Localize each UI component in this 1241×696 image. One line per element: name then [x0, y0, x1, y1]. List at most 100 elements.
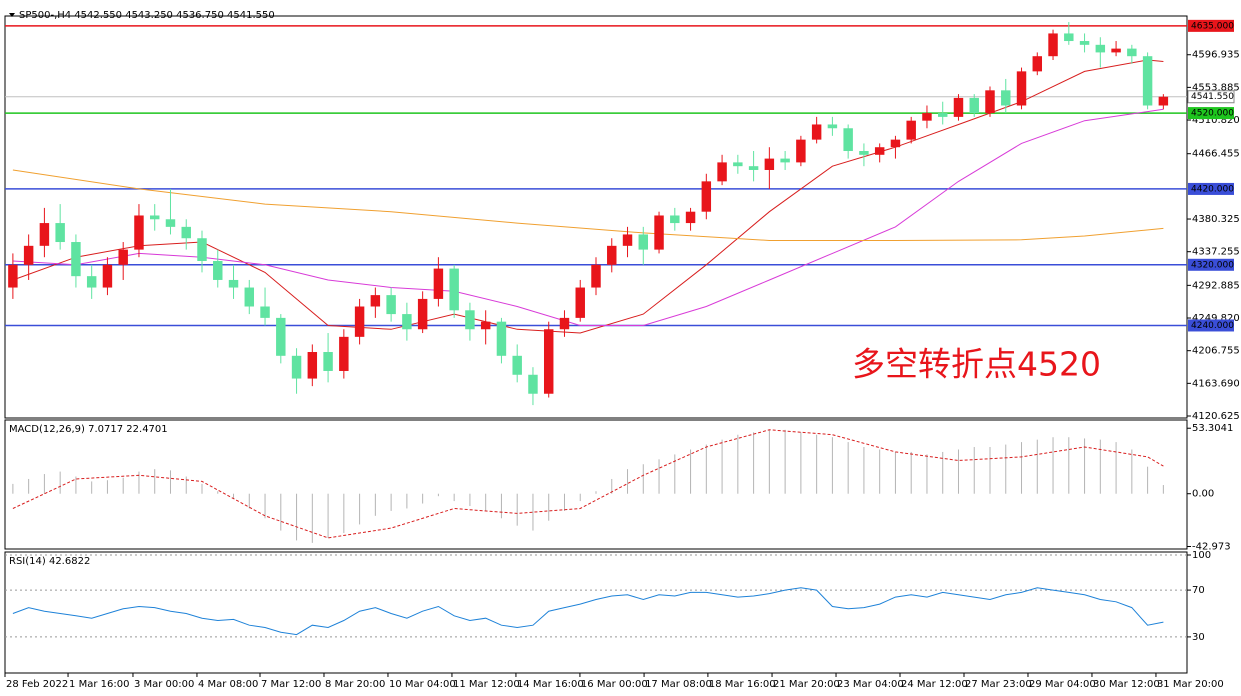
candle-body	[985, 90, 995, 114]
candle-body	[86, 276, 97, 288]
candle-body	[796, 139, 806, 163]
x-tick-label: 28 Feb 2022	[6, 679, 68, 690]
x-tick-label: 3 Mar 00:00	[134, 679, 194, 690]
level-label: 4635.000	[1191, 21, 1234, 31]
x-tick-label: 21 Mar 20:00	[773, 679, 840, 690]
y-tick-label: 4120.625	[1192, 411, 1240, 422]
y-tick-label: 100	[1192, 550, 1211, 561]
candle-body	[496, 321, 507, 356]
x-tick-label: 17 Mar 08:00	[645, 679, 712, 690]
candle-body	[339, 336, 349, 371]
y-tick-label: 4553.885	[1192, 82, 1240, 93]
x-tick-label: 4 Mar 08:00	[198, 679, 258, 690]
candle-body	[559, 317, 570, 330]
x-tick-label: 29 Mar 04:00	[1029, 679, 1096, 690]
level-tag	[1188, 319, 1234, 332]
chart-title: SP500-,H4 4542.550 4543.250 4536.750 454…	[19, 10, 275, 21]
candle-body	[622, 234, 633, 246]
candle-body	[307, 352, 318, 379]
candle-body	[701, 181, 712, 212]
candle-body	[386, 295, 396, 315]
candle-body	[118, 249, 128, 265]
candle-body	[811, 124, 822, 140]
x-tick-label: 18 Mar 16:00	[709, 679, 776, 690]
candle-body	[276, 317, 286, 356]
candle-body	[953, 97, 964, 117]
candle-body	[1016, 71, 1027, 106]
candle-body	[197, 238, 207, 261]
main-panel	[4, 15, 1188, 419]
x-tick-label: 1 Mar 16:00	[69, 679, 129, 690]
y-tick-label: 4466.455	[1192, 149, 1240, 160]
candle-body	[260, 306, 270, 318]
candle-body	[213, 260, 223, 280]
x-tick-label: 8 Mar 20:00	[325, 679, 385, 690]
level-tag	[1188, 182, 1234, 195]
candle-body	[843, 128, 853, 152]
candle-body	[607, 245, 617, 265]
candle-body	[1064, 33, 1074, 42]
y-tick-label: 0.00	[1192, 489, 1214, 500]
candle-body	[1032, 56, 1043, 72]
y-tick-label: 30	[1192, 632, 1205, 643]
candle-body	[291, 355, 302, 379]
macd-title: MACD(12,26,9) 7.0717 22.4701	[9, 424, 168, 435]
y-tick-label: 70	[1192, 585, 1205, 596]
rsi-title: RSI(14) 42.6822	[9, 556, 90, 567]
y-tick-label: 4510.820	[1192, 115, 1240, 126]
menu-arrow[interactable]	[9, 13, 15, 17]
candle-body	[512, 355, 522, 375]
candle-body	[1001, 90, 1011, 106]
candle-body	[937, 113, 948, 117]
x-tick-label: 24 Mar 12:00	[901, 679, 968, 690]
y-tick-label: 4163.690	[1192, 378, 1240, 389]
candle-body	[906, 120, 916, 140]
level-tag	[1188, 258, 1234, 271]
y-tick-label: 4292.885	[1192, 280, 1240, 291]
candle-body	[1111, 48, 1121, 53]
y-tick-label: -42.973	[1192, 542, 1231, 553]
moving-average	[12, 108, 1164, 326]
candle-body	[1048, 33, 1058, 57]
candle-body	[670, 215, 680, 224]
x-tick-label: 31 Mar 20:00	[1157, 679, 1224, 690]
x-tick-label: 27 Mar 23:00	[965, 679, 1032, 690]
candle-body	[134, 215, 144, 250]
candle-body	[717, 162, 727, 182]
y-tick-label: 4249.820	[1192, 313, 1240, 324]
candle-body	[465, 310, 475, 330]
candle-body	[575, 287, 585, 318]
signal-line	[12, 429, 1164, 539]
candle-body	[780, 158, 790, 163]
macd-panel	[4, 419, 1188, 550]
x-tick-label: 16 Mar 00:00	[581, 679, 648, 690]
candle-body	[638, 234, 649, 250]
rsi-panel	[4, 551, 1188, 674]
candle-body	[244, 287, 255, 307]
candle-body	[685, 211, 696, 224]
x-tick-label: 7 Mar 12:00	[261, 679, 321, 690]
candle-body	[1158, 96, 1169, 106]
candle-body	[55, 223, 65, 243]
level-label: 4320.000	[1191, 260, 1234, 270]
candle-body	[591, 264, 601, 288]
candle-body	[654, 215, 664, 250]
x-tick-label: 11 Mar 12:00	[453, 679, 520, 690]
candle-body	[543, 329, 554, 394]
candle-body	[323, 352, 333, 371]
y-tick-label: 4206.755	[1192, 346, 1240, 357]
y-tick-label: 4337.255	[1192, 247, 1240, 258]
candle-body	[23, 245, 34, 265]
candle-body	[181, 226, 191, 239]
candle-body	[890, 139, 901, 148]
candle-body	[8, 264, 18, 288]
candle-body	[149, 215, 160, 220]
candle-body	[39, 223, 50, 246]
y-tick-label: 53.3041	[1192, 423, 1233, 434]
level-label: 4420.000	[1191, 184, 1234, 194]
y-tick-label: 4380.325	[1192, 214, 1240, 225]
level-tag	[1188, 107, 1234, 120]
